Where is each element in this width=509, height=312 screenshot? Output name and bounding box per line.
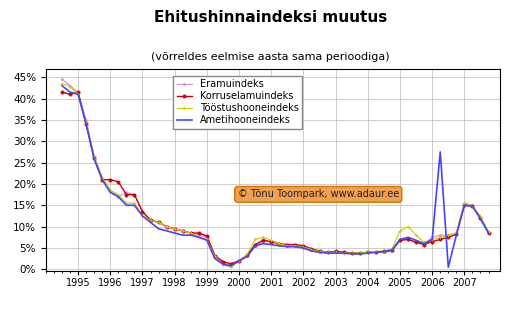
Ametihooneindeks	[308, 249, 314, 253]
Line: Eramuindeks: Eramuindeks	[60, 78, 489, 267]
Eramuindeks	[228, 263, 234, 267]
Tööstushooneindeks	[485, 230, 491, 234]
Tööstushooneindeks	[228, 265, 234, 269]
Text: Ehitushinnaindeksi muutus: Ehitushinnaindeksi muutus	[153, 10, 386, 25]
Legend: Eramuindeks, Korruselamuindeks, Tööstushooneindeks, Ametihooneindeks: Eramuindeks, Korruselamuindeks, Tööstush…	[173, 76, 302, 129]
Ametihooneindeks	[292, 245, 298, 249]
Tööstushooneindeks	[219, 263, 225, 267]
Korruselamuindeks	[356, 251, 362, 255]
Tööstushooneindeks	[131, 201, 137, 205]
Korruselamuindeks	[228, 262, 234, 266]
Eramuindeks	[356, 251, 362, 255]
Tööstushooneindeks	[59, 82, 65, 85]
Korruselamuindeks	[131, 193, 137, 197]
Eramuindeks	[324, 250, 330, 254]
Eramuindeks	[300, 246, 306, 250]
Ametihooneindeks	[59, 84, 65, 88]
Tööstushooneindeks	[324, 250, 330, 254]
Korruselamuindeks	[324, 250, 330, 254]
Line: Tööstushooneindeks: Tööstushooneindeks	[60, 82, 489, 269]
Korruselamuindeks	[59, 90, 65, 94]
Korruselamuindeks	[316, 249, 322, 253]
Tööstushooneindeks	[316, 250, 322, 253]
Korruselamuindeks	[485, 231, 491, 235]
Eramuindeks	[316, 250, 322, 254]
Eramuindeks	[59, 77, 65, 81]
Ametihooneindeks	[131, 203, 137, 207]
Text: (võrreldes eelmise aasta sama perioodiga): (võrreldes eelmise aasta sama perioodiga…	[151, 52, 389, 62]
Eramuindeks	[131, 193, 137, 197]
Ametihooneindeks	[485, 231, 491, 235]
Eramuindeks	[219, 261, 225, 265]
Text: © Tõnu Toompark, www.adaur.ee: © Tõnu Toompark, www.adaur.ee	[237, 189, 398, 199]
Line: Korruselamuindeks: Korruselamuindeks	[60, 90, 489, 266]
Tööstushooneindeks	[356, 251, 362, 255]
Korruselamuindeks	[300, 244, 306, 248]
Ametihooneindeks	[219, 262, 225, 266]
Eramuindeks	[485, 231, 491, 235]
Ametihooneindeks	[348, 252, 354, 256]
Tööstushooneindeks	[300, 245, 306, 249]
Line: Ametihooneindeks: Ametihooneindeks	[62, 86, 488, 267]
Korruselamuindeks	[219, 260, 225, 264]
Ametihooneindeks	[316, 250, 322, 254]
Ametihooneindeks	[444, 265, 450, 269]
